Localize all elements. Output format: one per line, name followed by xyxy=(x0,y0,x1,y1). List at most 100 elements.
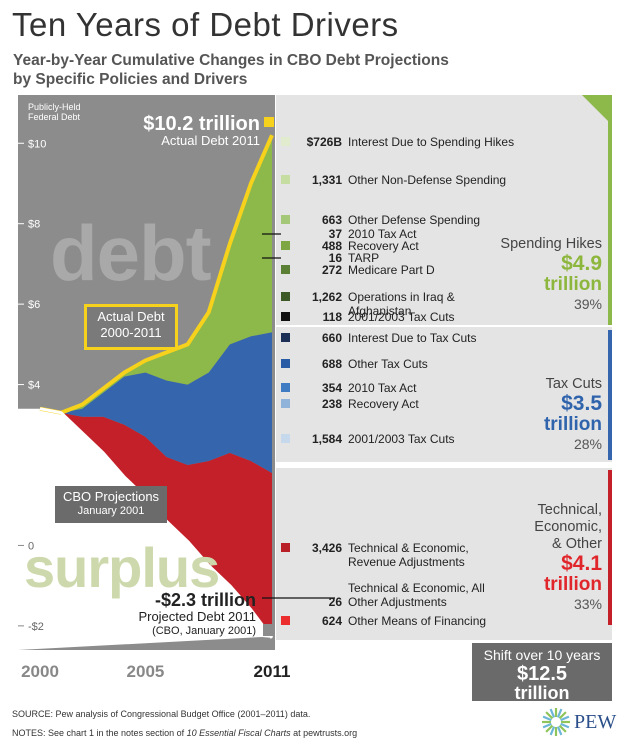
legend-amount: $726B xyxy=(306,135,342,149)
legend-label: 2001/2003 Tax Cuts xyxy=(348,310,455,324)
annotation: -$2.3 trillion xyxy=(154,590,256,610)
legend-swatch xyxy=(281,137,290,146)
legend-amount: 1,262 xyxy=(311,290,342,304)
callout-text: 2000-2011 xyxy=(100,325,162,340)
legend-label: Recovery Act xyxy=(348,397,419,411)
logo-ray xyxy=(542,722,552,729)
y-tick-label: $10 xyxy=(28,138,46,150)
group-total: $4.9 xyxy=(561,252,602,275)
group-name: Technical, Economic, & Other xyxy=(534,502,602,552)
group-unit: trillion xyxy=(543,574,602,595)
y-tick-label: $4 xyxy=(28,380,40,392)
legend-item: 488 Recovery Act xyxy=(281,239,518,253)
legend-amount: 3,426 xyxy=(311,541,342,555)
logo-ray xyxy=(558,711,567,720)
y-tick-label: -$2 xyxy=(28,621,44,633)
legend-swatch xyxy=(281,333,290,342)
legend-amount: 118 xyxy=(322,310,342,324)
legend-label: Technical & Economic, Revenue Adjustment… xyxy=(348,541,469,569)
group-total: $3.5 xyxy=(561,392,602,415)
y-tick-label: $8 xyxy=(28,219,40,231)
notes-part: at pewtrusts.org xyxy=(290,728,358,738)
summary-unit: trillion xyxy=(514,683,570,703)
legend-item: 354 2010 Tax Act xyxy=(281,381,518,395)
group-bar xyxy=(608,470,612,625)
watermark: surplus xyxy=(24,536,220,599)
legend-swatch xyxy=(281,253,290,262)
logo-ray xyxy=(560,722,570,729)
legend-item: 118 2001/2003 Tax Cuts xyxy=(281,310,518,324)
legend-swatch xyxy=(281,359,290,368)
legend-item: 37 2010 Tax Act xyxy=(281,227,518,241)
group-share: 28% xyxy=(573,436,602,452)
logo-mark xyxy=(542,708,570,736)
summary: Shift over 10 years $12.5 trillion xyxy=(472,646,612,702)
legend-label: Medicare Part D xyxy=(348,263,435,277)
group-name: Tax Cuts xyxy=(545,376,602,392)
legend-item: 663 Other Defense Spending xyxy=(281,213,518,227)
legend-label: Other Means of Financing xyxy=(348,614,487,628)
area xyxy=(40,332,272,474)
legend-swatch xyxy=(281,265,290,274)
x-tick-label: 2011 xyxy=(254,662,291,681)
legend-amount: 1,331 xyxy=(311,173,342,187)
legend-swatch xyxy=(281,229,290,238)
y-tick-label: 0 xyxy=(28,540,34,552)
group-summary: Tax Cuts $3.5 trillion 28% xyxy=(544,376,602,454)
callout-text: Actual Debt xyxy=(97,309,165,324)
legend-swatch xyxy=(281,292,290,301)
legend-amount: 663 xyxy=(321,213,342,227)
legend-swatch xyxy=(281,616,290,625)
legend-amount: 488 xyxy=(321,239,342,253)
legend-swatch xyxy=(281,312,290,321)
subtitle: by Specific Policies and Drivers xyxy=(13,71,248,88)
summary-label: Shift over 10 years xyxy=(483,647,601,663)
legend-amount: 660 xyxy=(321,331,342,345)
legend-swatch xyxy=(281,600,290,609)
logo-ray xyxy=(558,724,567,733)
x-tick-label: 2005 xyxy=(127,662,165,681)
watermark: debt xyxy=(50,209,212,297)
legend-amount: 354 xyxy=(321,381,342,395)
logo-ray xyxy=(556,726,563,736)
annotation: $10.2 trillion xyxy=(143,113,260,135)
legend-amount: 624 xyxy=(321,614,342,628)
subtitle: Year-by-Year Cumulative Changes in CBO D… xyxy=(13,52,449,69)
summary-box xyxy=(472,643,612,701)
notes: NOTES: See chart 1 in the notes section … xyxy=(12,728,357,738)
logo-text: PEW xyxy=(574,711,617,733)
logo-ray xyxy=(556,708,563,718)
legend-item: 272 Medicare Part D xyxy=(281,263,518,277)
legend-label: Technical & Economic, All Other Adjustme… xyxy=(348,581,485,609)
callout-text: CBO Projections xyxy=(62,489,160,504)
legend-item: 1,584 2001/2003 Tax Cuts xyxy=(281,432,518,446)
corner-flag xyxy=(582,95,612,125)
annotation: Actual Debt 2011 xyxy=(161,133,260,148)
legend-amount: 272 xyxy=(321,263,342,277)
legend-label: Other Non-Defense Spending xyxy=(348,173,507,187)
legend-label: TARP xyxy=(348,251,380,265)
legend-amount: 688 xyxy=(321,357,342,371)
logo-ray xyxy=(549,708,556,718)
group-bar xyxy=(608,330,612,460)
logo-ray xyxy=(545,724,554,733)
area xyxy=(40,135,272,413)
legend-swatch xyxy=(281,543,290,552)
group-summary: Technical, Economic, & Other $4.1 trillion… xyxy=(522,502,602,614)
legend-label: Operations in Iraq & Afghanistan xyxy=(348,290,455,318)
legend-label: Interest Due to Spending Hikes xyxy=(348,135,515,149)
legend-amount: 37 xyxy=(328,227,342,241)
legend-swatch xyxy=(281,399,290,408)
legend-label: 2010 Tax Act xyxy=(348,381,417,395)
logo-ray xyxy=(549,726,556,736)
legend-swatch xyxy=(281,215,290,224)
legend-label: Recovery Act xyxy=(348,239,419,253)
logo-ray xyxy=(560,715,570,722)
notes-part: 10 Essential Fiscal Charts xyxy=(186,728,291,738)
group-share: 39% xyxy=(573,296,602,312)
legend-label: 2001/2003 Tax Cuts xyxy=(348,432,455,446)
legend-item: 16 TARP xyxy=(281,251,518,265)
callout-box: Actual Debt 2000-2011 xyxy=(84,304,178,350)
y-axis-label: Publicly-Held Federal Debt xyxy=(28,102,81,122)
legend-label: Other Defense Spending xyxy=(348,213,481,227)
